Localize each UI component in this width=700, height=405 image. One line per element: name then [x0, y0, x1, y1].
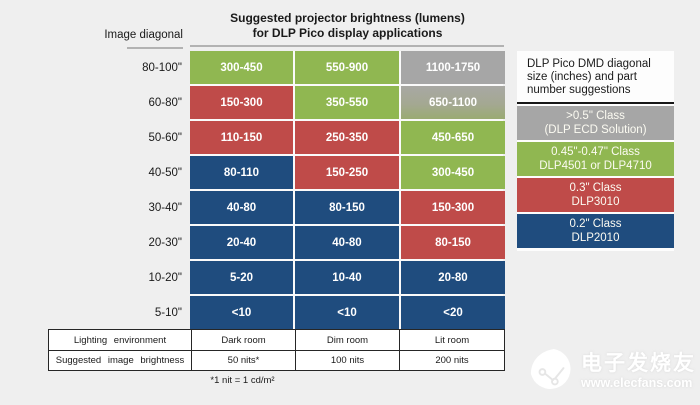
chart-title: Suggested projector brightness (lumens) …: [190, 11, 505, 41]
legend-item-red: 0.3" Class DLP3010: [517, 178, 674, 212]
row-label: 20-30": [148, 236, 183, 249]
legend-item-line1: 0.3" Class: [569, 182, 622, 194]
row-label: 30-40": [148, 201, 183, 214]
grid-cell: 80-110: [190, 156, 293, 189]
grid-cell: 10-40: [295, 261, 399, 294]
legend-item-green: 0.45"-0.47" Class DLP4501 or DLP4710: [517, 142, 674, 176]
env-value: 50 nits*: [191, 350, 295, 370]
grid-cell: 650-1100: [401, 86, 505, 119]
grid-cell: 20-40: [190, 226, 293, 259]
legend-item-line1: 0.2" Class: [569, 218, 622, 230]
row-label: 60-80": [148, 96, 183, 109]
legend-item-line2: DLP2010: [571, 232, 620, 244]
grid-cell: 40-80: [190, 191, 293, 224]
legend-item-line2: (DLP ECD Solution): [544, 124, 647, 136]
grid-cell: 450-650: [401, 121, 505, 154]
env-value: Dark room: [191, 330, 295, 350]
row-label: 50-60": [148, 131, 183, 144]
grid-cell: 110-150: [190, 121, 293, 154]
chart-title-line2: for DLP Pico display applications: [252, 26, 443, 40]
env-row-label: Suggested image brightness: [49, 350, 191, 370]
chart-title-line1: Suggested projector brightness (lumens): [230, 11, 465, 25]
env-value: Lit room: [399, 330, 504, 350]
legend-item-line1: 0.45"-0.47" Class: [551, 146, 640, 158]
legend-item-blue: 0.2" Class DLP2010: [517, 214, 674, 248]
watermark-name: 电子发烧友: [581, 352, 696, 376]
legend-item-gray: >0.5" Class (DLP ECD Solution): [517, 106, 674, 140]
grid-cell: 80-150: [295, 191, 399, 224]
env-value: Dim room: [295, 330, 399, 350]
environment-table: Lighting environment Dark room Dim room …: [48, 329, 505, 371]
env-value: 100 nits: [295, 350, 399, 370]
grid-cell: 5-20: [190, 261, 293, 294]
legend-item-line2: DLP4501 or DLP4710: [539, 160, 652, 172]
grid-cell: 20-80: [401, 261, 505, 294]
grid-cell: 150-300: [401, 191, 505, 224]
legend-item-line1: >0.5" Class: [566, 110, 625, 122]
watermark-url: www.elecfans.com: [581, 376, 693, 391]
env-value: 200 nits: [399, 350, 504, 370]
grid-cell: 150-300: [190, 86, 293, 119]
grid-cell: 350-550: [295, 86, 399, 119]
legend-title: DLP Pico DMD diagonal size (inches) and …: [527, 58, 651, 96]
title-underline: [190, 45, 504, 47]
grid-cell: 80-150: [401, 226, 505, 259]
grid-cell: 150-250: [295, 156, 399, 189]
watermark: 电子发烧友 www.elecfans.com: [529, 347, 696, 397]
legend-divider: [517, 102, 674, 104]
grid-cell: 300-450: [401, 156, 505, 189]
grid-cell: 550-900: [295, 51, 399, 84]
grid-cell: <20: [401, 296, 505, 329]
row-header: Image diagonal: [104, 29, 183, 41]
legend-item-line2: DLP3010: [571, 196, 620, 208]
footnote: *1 nit = 1 cd/m²: [210, 375, 275, 386]
grid-cell: 40-80: [295, 226, 399, 259]
elecfans-logo-icon: [530, 349, 571, 389]
row-header-underline: [127, 47, 183, 49]
row-label: 40-50": [148, 166, 183, 179]
row-label: 5-10": [154, 306, 182, 319]
row-labels: 80-100" 60-80" 50-60" 40-50" 30-40" 20-3…: [40, 51, 182, 329]
grid-cell: 250-350: [295, 121, 399, 154]
env-row-label: Lighting environment: [73, 334, 167, 346]
grid-cell: 300-450: [190, 51, 293, 84]
row-label: 10-20": [148, 271, 183, 284]
row-label: 80-100": [142, 61, 182, 74]
grid-cell: <10: [295, 296, 399, 329]
legend-panel: DLP Pico DMD diagonal size (inches) and …: [517, 51, 674, 251]
grid-cell: <10: [190, 296, 293, 329]
brightness-grid: 300-450 550-900 1100-1750 150-300 350-55…: [190, 51, 505, 329]
grid-cell: 1100-1750: [401, 51, 505, 84]
